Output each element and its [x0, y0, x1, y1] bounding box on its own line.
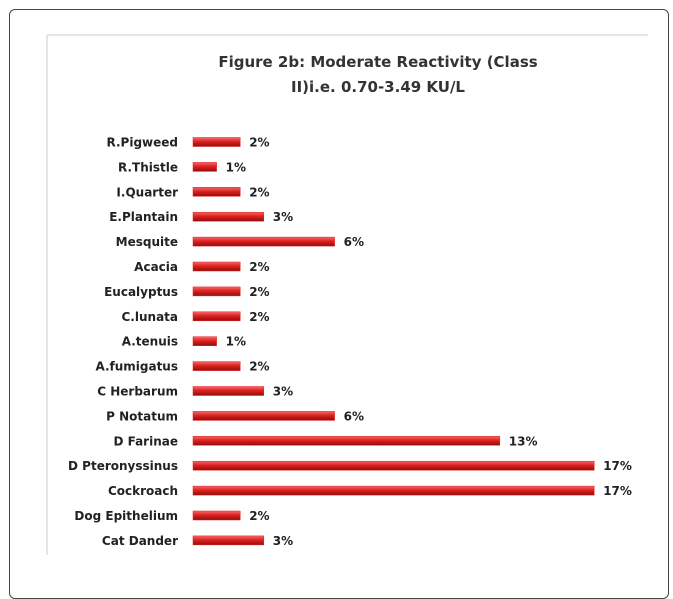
bar — [192, 361, 241, 371]
value-label: 13% — [509, 434, 538, 448]
bar — [192, 485, 595, 496]
value-label: 3% — [273, 534, 293, 548]
chart-title: Figure 2b: Moderate Reactivity (Class II… — [218, 53, 538, 96]
value-label: 3% — [273, 385, 293, 399]
bar — [192, 386, 265, 396]
bar — [192, 311, 241, 322]
y-tick-label: Dog Epithelium — [74, 509, 178, 523]
value-label: 2% — [249, 285, 269, 299]
value-label: 2% — [249, 185, 269, 199]
y-tick-label: Cockroach — [108, 484, 178, 498]
value-label: 2% — [249, 136, 269, 150]
bar — [192, 137, 241, 147]
value-label: 1% — [226, 160, 246, 174]
bar — [192, 510, 241, 521]
y-tick-label: D Pteronyssinus — [68, 459, 178, 473]
y-tick-label: D Farinae — [113, 434, 178, 448]
bar — [192, 336, 217, 346]
y-tick-label: C.lunata — [122, 310, 179, 324]
value-label: 2% — [249, 509, 269, 523]
y-tick-label: E.Plantain — [109, 210, 178, 224]
y-tick-label: A.fumigatus — [95, 360, 178, 374]
y-tick-label: P Notatum — [106, 409, 178, 423]
y-tick-label: Mesquite — [116, 235, 178, 249]
y-tick-label: A.tenuis — [122, 335, 178, 349]
y-tick-label: R.Pigweed — [107, 136, 178, 150]
value-label: 17% — [603, 484, 632, 498]
y-tick-label: Eucalyptus — [104, 285, 178, 299]
value-label: 2% — [249, 310, 269, 324]
bar — [192, 286, 241, 297]
bar — [192, 411, 335, 421]
y-tick-label: Acacia — [134, 260, 178, 274]
value-label: 3% — [273, 210, 293, 224]
bar — [192, 436, 501, 446]
value-label: 1% — [226, 335, 246, 349]
y-tick-label: Cat Dander — [102, 534, 178, 548]
bar — [192, 187, 241, 197]
y-tick-label: I.Quarter — [116, 185, 178, 199]
y-tick-label: C Herbarum — [97, 385, 178, 399]
bar — [192, 236, 335, 247]
value-label: 17% — [603, 459, 632, 473]
value-label: 2% — [249, 260, 269, 274]
value-label: 2% — [249, 360, 269, 374]
value-label: 6% — [344, 409, 364, 423]
bar — [192, 535, 265, 546]
value-label: 6% — [344, 235, 364, 249]
bar — [192, 460, 595, 471]
y-tick-label: R.Thistle — [118, 160, 178, 174]
bar — [192, 261, 241, 272]
bar — [192, 162, 217, 172]
bar — [192, 211, 265, 222]
